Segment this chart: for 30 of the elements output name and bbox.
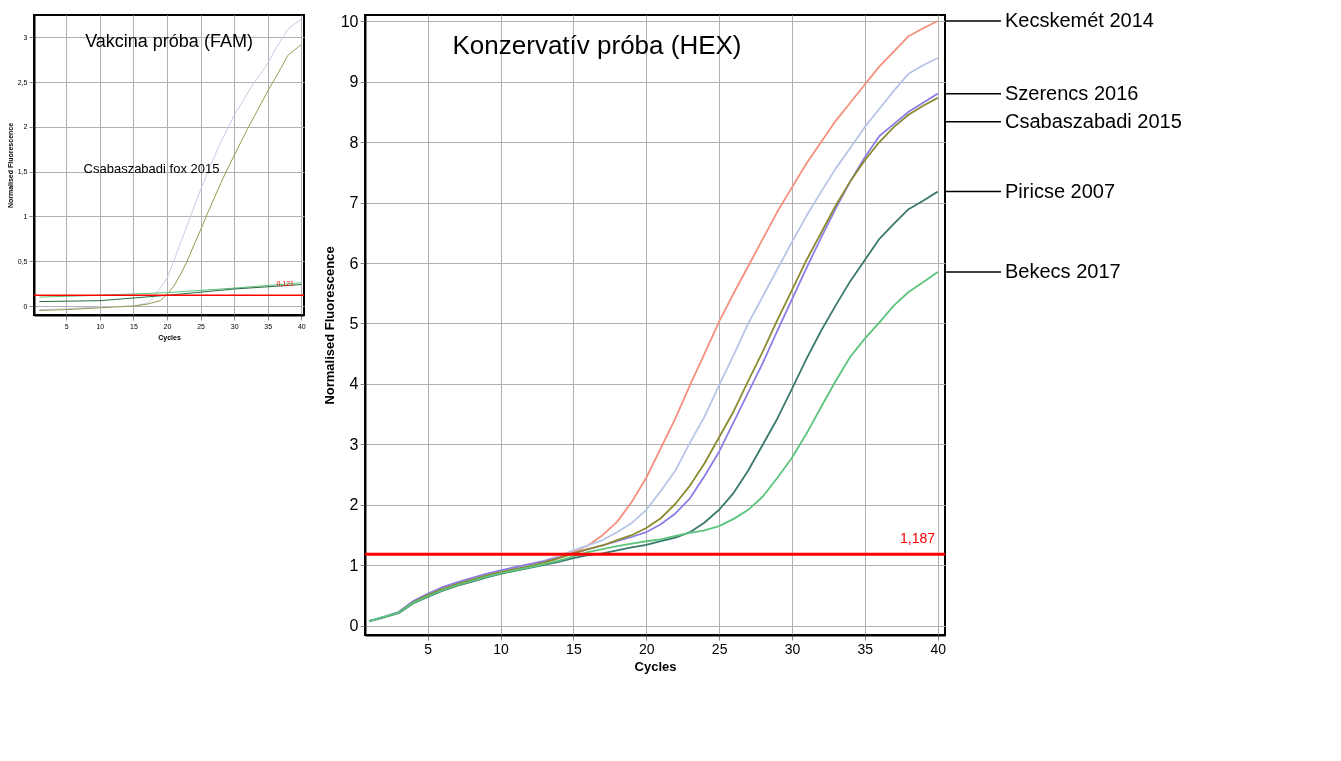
x-tick-label: 20 — [638, 640, 655, 657]
line-series — [368, 271, 939, 622]
text: Piricse 2007 — [1005, 179, 1116, 202]
x-tick-label: 10 — [493, 640, 510, 657]
ref-line-label: 1,187 — [899, 530, 936, 547]
y-tick-label: 3 — [349, 435, 359, 453]
y-tick-label: 7 — [349, 194, 359, 212]
text: Kecskemét 2014 — [1005, 9, 1154, 32]
y-tick-label: 9 — [349, 73, 359, 91]
y-tick-label: 6 — [349, 254, 359, 272]
y-tick-label: 10 — [340, 12, 359, 30]
text: Csabaszabadi 2015 — [1005, 109, 1182, 132]
text: Konzervatív próba (HEX) — [452, 30, 742, 60]
series-label: Csabaszabadi fox 2015 — [83, 161, 220, 177]
y-axis-title: Normalised Fluorescence — [321, 246, 337, 405]
y-tick-label: 8 — [349, 133, 359, 151]
y-tick-label: 1 — [349, 556, 359, 574]
text: Bekecs 2017 — [1005, 260, 1121, 283]
y-tick-label: 2 — [349, 496, 359, 514]
x-tick-label: 5 — [424, 640, 433, 657]
y-tick-label: 4 — [349, 375, 359, 393]
text: Vakcina próba (FAM) — [85, 31, 253, 51]
x-tick-label: 30 — [784, 640, 801, 657]
x-tick-label: 25 — [711, 640, 728, 657]
x-tick-label: 40 — [930, 640, 947, 657]
x-tick-label: 35 — [857, 640, 874, 657]
x-tick-label: 15 — [566, 640, 582, 657]
y-tick-label: 0 — [349, 617, 359, 635]
x-axis-title: Cycles — [634, 658, 677, 674]
text: Szerencs 2016 — [1005, 81, 1139, 104]
